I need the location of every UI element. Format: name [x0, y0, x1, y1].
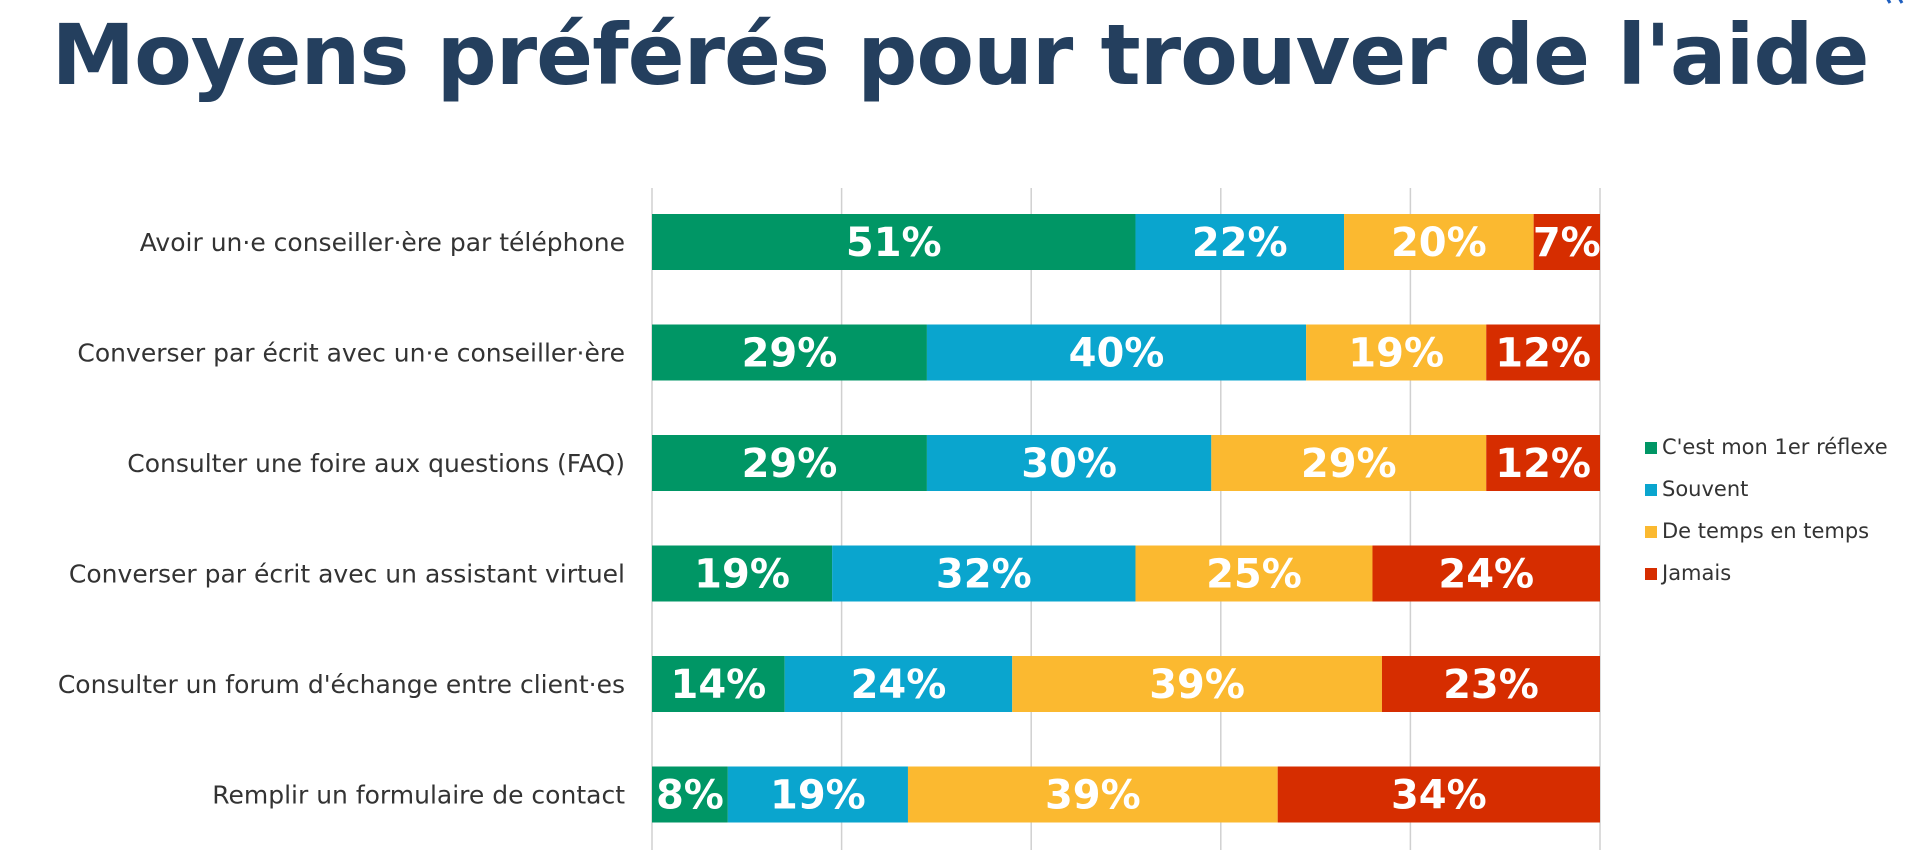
chart-title: Moyens préférés pour trouver de l'aide [51, 6, 1870, 104]
category-label: Consulter un forum d'échange entre clien… [58, 670, 625, 699]
data-label: 7% [1533, 220, 1601, 266]
data-label: 29% [742, 441, 838, 487]
bar-segment [652, 545, 833, 602]
bar-segment [1486, 324, 1600, 381]
bar-segment [652, 324, 927, 381]
data-label: 19% [770, 773, 866, 819]
category-label: Consulter une foire aux questions (FAQ) [127, 449, 625, 478]
data-label: 19% [1348, 331, 1444, 377]
legend-swatch [1645, 526, 1657, 538]
legend-swatch [1645, 568, 1657, 580]
bar-segment [652, 214, 1136, 270]
data-label: 34% [1391, 773, 1487, 819]
legend-label: C'est mon 1er réflexe [1662, 435, 1888, 459]
data-label: 19% [694, 552, 790, 598]
data-label: 12% [1495, 441, 1591, 487]
legend-label: De temps en temps [1662, 519, 1869, 543]
legend-swatch [1645, 484, 1657, 496]
corner-logo-fragment [1886, 0, 1904, 4]
data-label: 39% [1149, 662, 1245, 708]
bar-segment [652, 435, 927, 491]
bar-segment [832, 545, 1136, 602]
category-label: Avoir un·e conseiller·ère par téléphone [140, 228, 625, 257]
data-label: 12% [1495, 331, 1591, 377]
bar-segment [1135, 545, 1373, 602]
data-label: 29% [742, 331, 838, 377]
bar-segment [727, 766, 908, 823]
legend-label: Jamais [1660, 561, 1731, 585]
category-label: Converser par écrit avec un·e conseiller… [77, 339, 625, 368]
bar-segment [652, 766, 728, 823]
bar-segment [907, 766, 1278, 823]
data-label: 32% [936, 552, 1032, 598]
data-label: 51% [846, 220, 942, 266]
data-label: 14% [670, 662, 766, 708]
bar-segment [652, 656, 785, 712]
data-label: 24% [1438, 552, 1534, 598]
category-labels: Avoir un·e conseiller·ère par téléphone C… [58, 228, 625, 810]
category-label: Converser par écrit avec un assistant vi… [69, 560, 625, 589]
bar-segment [1486, 435, 1600, 491]
data-label: 20% [1391, 220, 1487, 266]
bar-segment [1277, 766, 1600, 823]
bar-segment [1372, 545, 1600, 602]
bar-segment [784, 656, 1013, 712]
legend-swatch [1645, 442, 1657, 454]
data-label: 25% [1206, 552, 1302, 598]
data-label: 22% [1192, 220, 1288, 266]
bar-segment [1135, 214, 1345, 270]
data-label: 30% [1021, 441, 1117, 487]
bar-segment [1344, 214, 1534, 270]
bar-segment [1533, 214, 1600, 270]
legend: C'est mon 1er réflexe Souvent De temps en … [1645, 435, 1888, 585]
bar-segment [1306, 324, 1487, 381]
bar-segment [1012, 656, 1382, 712]
data-label: 39% [1045, 773, 1141, 819]
corner-logo-stroke [1886, 0, 1904, 4]
data-label: 24% [851, 662, 947, 708]
data-label: 23% [1443, 662, 1539, 708]
data-label: 29% [1301, 441, 1397, 487]
data-label: 40% [1069, 331, 1165, 377]
bar-segment [1211, 435, 1487, 491]
gridlines [651, 188, 1601, 850]
category-label: Remplir un formulaire de contact [212, 781, 625, 810]
legend-label: Souvent [1662, 477, 1748, 501]
data-label: 8% [656, 773, 724, 819]
bars: 51% 22% 20% 7% 29% 40% 19% 12% 29% 30% 29% 12% 19% 32… [652, 214, 1601, 823]
bar-segment [1381, 656, 1600, 712]
bar-segment [926, 324, 1307, 381]
bar-segment [926, 435, 1212, 491]
